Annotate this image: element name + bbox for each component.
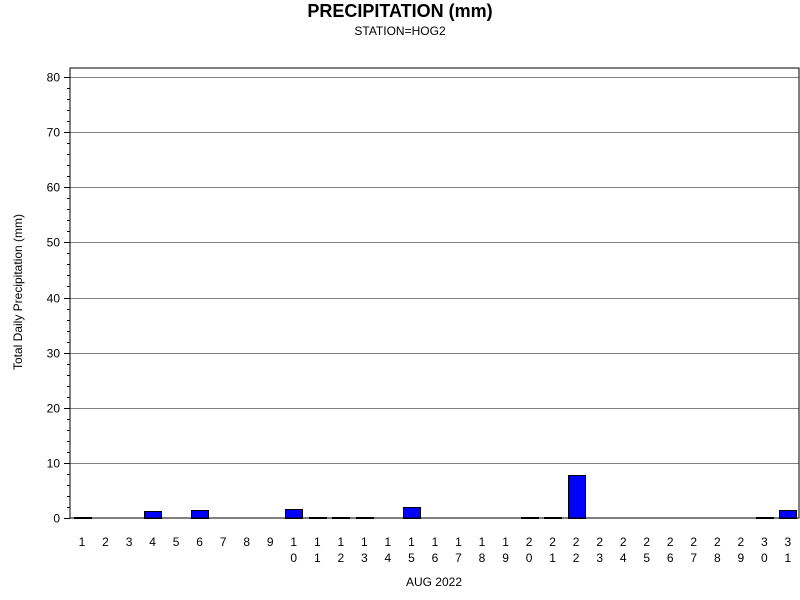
x-axis-title: AUG 2022 [406, 575, 462, 589]
x-tick-label: 1 [502, 535, 509, 549]
bar-day-31 [779, 510, 797, 519]
x-tick-label: 2 [573, 535, 580, 549]
x-tick-label: 7 [220, 535, 227, 549]
x-tick-label: 2 [667, 535, 674, 549]
x-tick-label: 1 [408, 535, 415, 549]
bar-day-22 [568, 475, 586, 519]
y-tick-label: 80 [47, 71, 61, 85]
x-tick-label: 5 [643, 551, 650, 565]
x-tick-label: 1 [361, 535, 368, 549]
x-tick-label: 2 [337, 551, 344, 565]
x-tick-label: 7 [690, 551, 697, 565]
x-tick-label: 8 [243, 535, 250, 549]
x-tick-label: 4 [620, 551, 627, 565]
x-tick-label: 8 [479, 551, 486, 565]
y-tick-label: 60 [47, 181, 61, 195]
x-tick-label: 4 [149, 535, 156, 549]
x-tick-label: 2 [573, 551, 580, 565]
x-tick-label: 6 [196, 535, 203, 549]
x-axis: 1 2 3 4 5 6 7 8 9 1011121314151617181920212223242… [79, 535, 792, 565]
x-tick-label: 3 [596, 551, 603, 565]
x-tick-label: 1 [479, 535, 486, 549]
bar-day-15 [403, 507, 421, 519]
x-tick-label: 2 [596, 535, 603, 549]
y-tick-label: 10 [47, 457, 61, 471]
x-tick-label: 6 [432, 551, 439, 565]
bar-day-6 [191, 510, 209, 519]
x-tick-label: 6 [667, 551, 674, 565]
y-tick-label: 0 [53, 512, 60, 526]
y-axis-title: Total Daily Precipitation (mm) [11, 214, 25, 370]
x-tick-label: 5 [173, 535, 180, 549]
x-tick-label: 4 [385, 551, 392, 565]
y-tick-label: 20 [47, 402, 61, 416]
bars-layer [74, 475, 797, 519]
x-tick-label: 9 [737, 551, 744, 565]
x-tick-label: 1 [549, 551, 556, 565]
x-tick-label: 7 [455, 551, 462, 565]
x-tick-label: 2 [643, 535, 650, 549]
x-tick-label: 2 [549, 535, 556, 549]
x-tick-label: 3 [126, 535, 133, 549]
x-tick-label: 1 [314, 535, 321, 549]
x-tick-label: 9 [502, 551, 509, 565]
chart-subtitle: STATION=HOG2 [354, 24, 446, 38]
y-tick-label: 70 [47, 126, 61, 140]
grid-layer [70, 77, 799, 464]
x-tick-label: 8 [714, 551, 721, 565]
x-tick-label: 0 [290, 551, 297, 565]
x-tick-label: 1 [79, 535, 86, 549]
x-tick-label: 3 [761, 535, 768, 549]
x-tick-label: 3 [785, 535, 792, 549]
x-tick-label: 2 [526, 535, 533, 549]
x-tick-label: 1 [385, 535, 392, 549]
x-tick-label: 1 [785, 551, 792, 565]
chart-title: PRECIPITATION (mm) [307, 1, 493, 21]
x-tick-label: 1 [314, 551, 321, 565]
x-tick-label: 0 [526, 551, 533, 565]
y-tick-label: 50 [47, 236, 61, 250]
x-tick-label: 3 [361, 551, 368, 565]
x-tick-label: 1 [290, 535, 297, 549]
x-tick-label: 2 [690, 535, 697, 549]
x-tick-label: 1 [337, 535, 344, 549]
x-tick-label: 5 [408, 551, 415, 565]
x-tick-label: 9 [267, 535, 274, 549]
x-tick-label: 0 [761, 551, 768, 565]
y-tick-label: 40 [47, 292, 61, 306]
x-tick-label: 1 [455, 535, 462, 549]
x-tick-label: 2 [620, 535, 627, 549]
x-tick-label: 1 [432, 535, 439, 549]
x-tick-label: 2 [737, 535, 744, 549]
bar-day-10 [285, 509, 303, 519]
x-tick-label: 2 [102, 535, 109, 549]
bar-day-4 [144, 511, 162, 519]
plot-frame [69, 67, 800, 519]
y-tick-label: 30 [47, 347, 61, 361]
y-axis: 0 10 20 30 40 50 60 70 80 [47, 71, 70, 526]
x-tick-label: 2 [714, 535, 721, 549]
